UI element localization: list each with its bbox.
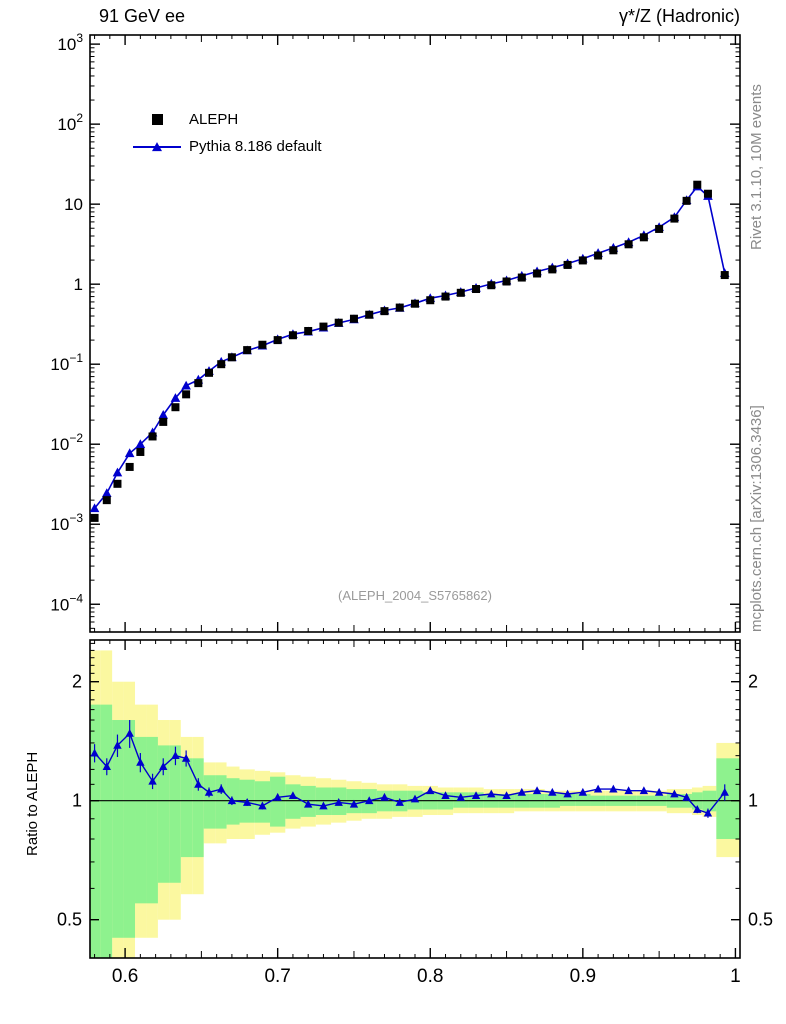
legend-label-aleph: ALEPH [189, 111, 239, 128]
svg-text:10: 10 [64, 195, 83, 214]
ratio-axis-label: Ratio to ALEPH [24, 751, 41, 856]
svg-text:103: 103 [57, 31, 83, 54]
process-title: γ*/Z (Hadronic) [618, 6, 740, 26]
beam-energy-title: 91 GeV ee [99, 6, 186, 26]
analysis-watermark: (ALEPH_2004_S5765862) [338, 588, 492, 603]
rivet-version-note: Rivet 3.1.10, 10M events [748, 84, 765, 250]
aleph-marker-icon [129, 114, 185, 125]
svg-text:0.5: 0.5 [748, 910, 773, 930]
svg-text:10−4: 10−4 [50, 591, 83, 614]
pythia-marker-icon [129, 141, 185, 151]
legend-item-pythia: Pythia 8.186 default [129, 133, 322, 160]
x-tick-labels: 0.6 0.7 0.8 0.9 1 [112, 966, 741, 987]
ratio-series [90, 720, 729, 818]
aleph-series [90, 180, 729, 522]
ratio-y-tick-labels: 0.5 0.5 1 1 2 2 [57, 672, 773, 930]
legend: ALEPH Pythia 8.186 default [129, 106, 322, 160]
legend-label-pythia: Pythia 8.186 default [189, 138, 322, 155]
svg-text:10−2: 10−2 [50, 431, 83, 454]
mcplots-note: mcplots.cern.ch [arXiv:1306.3436] [748, 405, 765, 632]
svg-text:0.6: 0.6 [112, 966, 138, 987]
legend-item-aleph: ALEPH [129, 106, 322, 133]
svg-text:1: 1 [730, 966, 741, 987]
svg-text:0.8: 0.8 [417, 966, 443, 987]
svg-text:0.9: 0.9 [570, 966, 596, 987]
svg-text:0.7: 0.7 [264, 966, 290, 987]
svg-text:102: 102 [57, 111, 83, 134]
svg-text:1: 1 [748, 791, 758, 811]
svg-text:1: 1 [72, 791, 82, 811]
pythia-series [89, 181, 730, 513]
svg-text:10−1: 10−1 [50, 351, 83, 374]
svg-text:2: 2 [748, 672, 758, 692]
svg-text:0.5: 0.5 [57, 910, 82, 930]
svg-text:10−3: 10−3 [50, 511, 83, 534]
main-panel-frame [89, 34, 741, 633]
svg-text:2: 2 [72, 672, 82, 692]
svg-text:1: 1 [74, 275, 83, 294]
ratio-panel-frame [89, 639, 741, 959]
